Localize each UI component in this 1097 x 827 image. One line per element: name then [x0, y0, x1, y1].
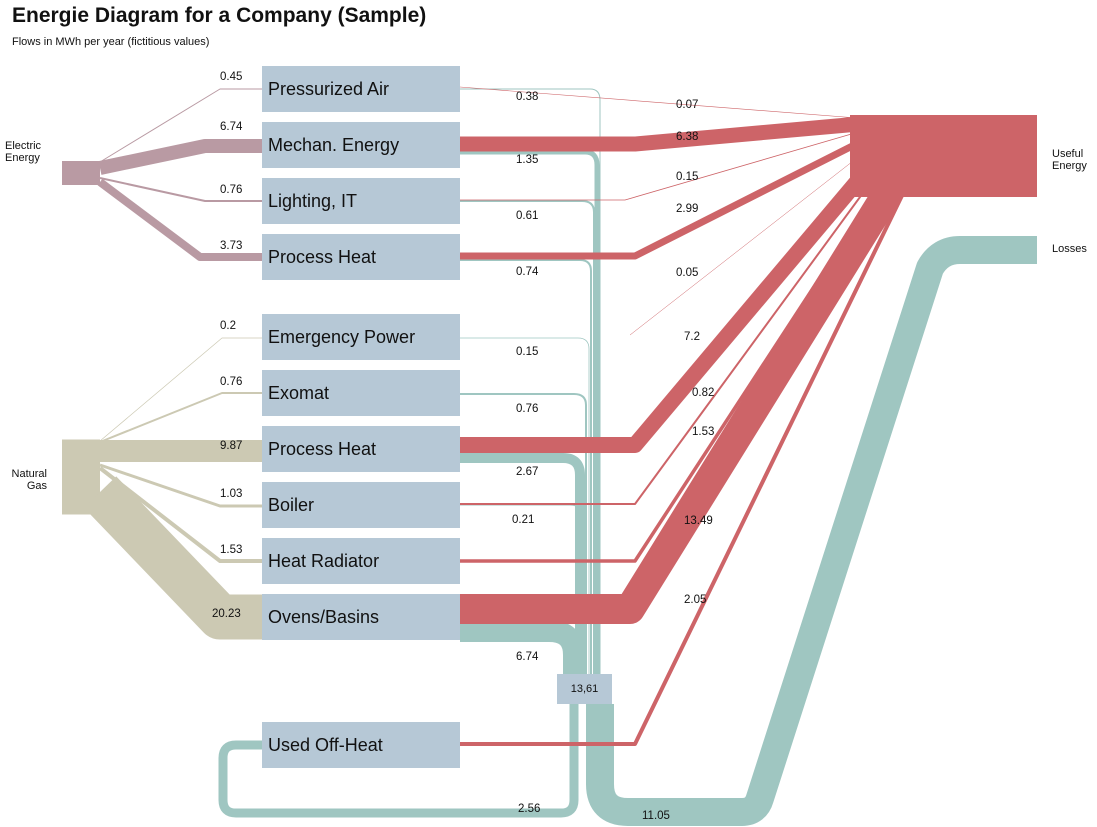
- useful-flow-lighting-it: [460, 127, 873, 201]
- sink-label-useful: Useful Energy: [1052, 148, 1087, 172]
- useful-value-mechan-energy: 6.38: [676, 131, 699, 143]
- node-process-heat-gas: Process Heat: [262, 426, 460, 472]
- loss-value-process-heat-electric: 0.74: [516, 266, 539, 278]
- electric-flow-mechan-energy: [98, 139, 262, 175]
- input-value-boiler: 1.03: [220, 488, 243, 500]
- input-value-lighting-it: 0.76: [220, 184, 243, 196]
- loss-value-exomat: 0.76: [516, 403, 539, 415]
- useful-value-heat-radiator: 1.53: [692, 426, 715, 438]
- node-boiler: Boiler: [262, 482, 460, 528]
- electric-flow-process-heat: [97, 178, 262, 261]
- node-emergency-power: Emergency Power: [262, 314, 460, 360]
- sink-label-losses: Losses: [1052, 243, 1087, 255]
- useful-flow-used-off-heat: [460, 174, 914, 746]
- loss-value-boiler: 0.21: [512, 514, 535, 526]
- loss-flow-exomat: [460, 393, 587, 674]
- source-label-electric: Electric Energy: [5, 140, 42, 164]
- input-value-emergency-power: 0.2: [220, 320, 236, 332]
- useful-value-emergency-power: 0.05: [676, 267, 699, 279]
- node-ovens-basins: Ovens/Basins: [262, 594, 460, 640]
- node-heat-radiator: Heat Radiator: [262, 538, 460, 584]
- loss-value-process-heat-gas: 2.67: [516, 466, 539, 478]
- loss-flow-mechan-energy: [460, 149, 600, 674]
- node-process-heat-electric: Process Heat: [262, 234, 460, 280]
- loss-flow-pressurized-air: [460, 88, 601, 674]
- loss-flow-ovens-basins: [460, 620, 585, 674]
- loss-flow-process-heat-electric: [460, 259, 592, 674]
- losses-main-flow: [586, 236, 1037, 826]
- off-heat-return-flow: [218, 704, 579, 818]
- source-label-gas: Natural Gas: [11, 468, 47, 492]
- input-value-heat-radiator: 1.53: [220, 544, 243, 556]
- useful-flow-process-heat-electric: [460, 129, 880, 260]
- gas-flow-exomat: [99, 392, 262, 443]
- input-value-ovens-basins: 20.23: [212, 608, 241, 620]
- diagram-title: Energie Diagram for a Company (Sample): [12, 4, 427, 27]
- loss-value-pressurized-air: 0.38: [516, 91, 539, 103]
- loss-flow-lighting-it: [460, 200, 595, 674]
- node-lighting-it: Lighting, IT: [262, 178, 460, 224]
- node-pressurized-air: Pressurized Air: [262, 66, 460, 112]
- useful-value-used-off-heat: 2.05: [684, 594, 707, 606]
- node-exomat: Exomat: [262, 370, 460, 416]
- off-heat-return-value: 2.56: [518, 803, 541, 815]
- useful-value-process-heat-electric: 2.99: [676, 203, 699, 215]
- input-value-pressurized-air: 0.45: [220, 71, 243, 83]
- useful-value-process-heat-gas: 7.2: [684, 331, 700, 343]
- useful-flow-emergency-power: [629, 139, 881, 336]
- loss-flow-process-heat-gas: [460, 453, 585, 674]
- gas-flow-boiler: [99, 463, 262, 508]
- useful-value-ovens-basins: 13.49: [684, 515, 713, 527]
- input-value-mechan-energy: 6.74: [220, 121, 243, 133]
- node-mechan-energy: Mechan. Energy: [262, 122, 460, 168]
- gas-flow-ovens-basins: [83, 476, 262, 640]
- input-value-process-heat-gas: 9.87: [220, 440, 243, 452]
- loss-flow-emergency-power: [460, 337, 590, 674]
- gas-flow-emergency-power: [99, 337, 262, 442]
- useful-value-lighting-it: 0.15: [676, 171, 699, 183]
- useful-value-boiler: 0.82: [692, 387, 715, 399]
- useful-flow-process-heat-gas: [460, 139, 895, 453]
- gas-flow-heat-radiator: [98, 466, 262, 563]
- loss-value-mechan-energy: 1.35: [516, 154, 539, 166]
- loss-value-emergency-power: 0.15: [516, 346, 539, 358]
- electric-flow-pressurized-air: [99, 88, 262, 163]
- useful-flow-mechan-energy: [460, 115, 871, 152]
- useful-value-pressurized-air: 0.07: [676, 99, 699, 111]
- useful-flow-pressurized-air: [459, 86, 871, 120]
- input-value-exomat: 0.76: [220, 376, 243, 388]
- electric-flow-lighting-it: [99, 177, 262, 202]
- loss-collector-node: 13,61: [557, 674, 612, 704]
- diagram-subtitle: Flows in MWh per year (fictitious values…: [12, 36, 210, 48]
- useful-flow-ovens-basins: [460, 157, 918, 624]
- loss-value-ovens-basins: 6.74: [516, 651, 539, 663]
- losses-total-value: 11.05: [642, 810, 670, 822]
- input-value-process-heat-electric: 3.73: [220, 240, 243, 252]
- useful-flow-boiler: [460, 151, 894, 505]
- loss-value-lighting-it: 0.61: [516, 210, 539, 222]
- node-used-off-heat: Used Off-Heat: [262, 722, 460, 768]
